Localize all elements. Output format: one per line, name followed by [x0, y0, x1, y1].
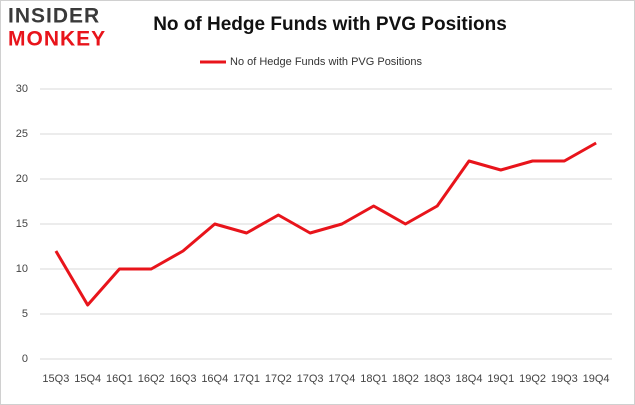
- x-tick-label: 19Q4: [583, 373, 610, 385]
- x-tick-label: 18Q2: [392, 373, 419, 385]
- x-tick-label: 18Q1: [360, 373, 387, 385]
- y-tick-label: 20: [16, 173, 28, 185]
- logo-line2: MONKEY: [8, 28, 106, 51]
- x-tick-label: 17Q1: [233, 373, 260, 385]
- x-tick-label: 19Q1: [487, 373, 514, 385]
- y-tick-label: 25: [16, 128, 28, 140]
- y-tick-label: 5: [22, 308, 28, 320]
- x-tick-label: 17Q2: [265, 373, 292, 385]
- x-tick-label: 18Q3: [424, 373, 451, 385]
- y-tick-label: 15: [16, 218, 28, 230]
- x-tick-label: 19Q2: [519, 373, 546, 385]
- x-tick-label: 16Q1: [106, 373, 133, 385]
- x-tick-label: 15Q3: [42, 373, 69, 385]
- y-tick-label: 0: [22, 353, 28, 365]
- x-tick-label: 19Q3: [551, 373, 578, 385]
- x-tick-label: 16Q3: [170, 373, 197, 385]
- series-line: [54, 141, 597, 307]
- x-tick-label: 16Q2: [138, 373, 165, 385]
- chart-title: No of Hedge Funds with PVG Positions: [153, 14, 507, 35]
- x-tick-label: 15Q4: [74, 373, 101, 385]
- x-tick-label: 18Q4: [456, 373, 483, 385]
- x-tick-label: 17Q3: [297, 373, 324, 385]
- y-tick-label: 30: [16, 83, 28, 95]
- x-tick-label: 16Q4: [201, 373, 228, 385]
- x-tick-label: 17Q4: [328, 373, 355, 385]
- logo-line1: INSIDER: [8, 5, 100, 28]
- y-tick-label: 10: [16, 263, 28, 275]
- legend-label: No of Hedge Funds with PVG Positions: [230, 56, 422, 68]
